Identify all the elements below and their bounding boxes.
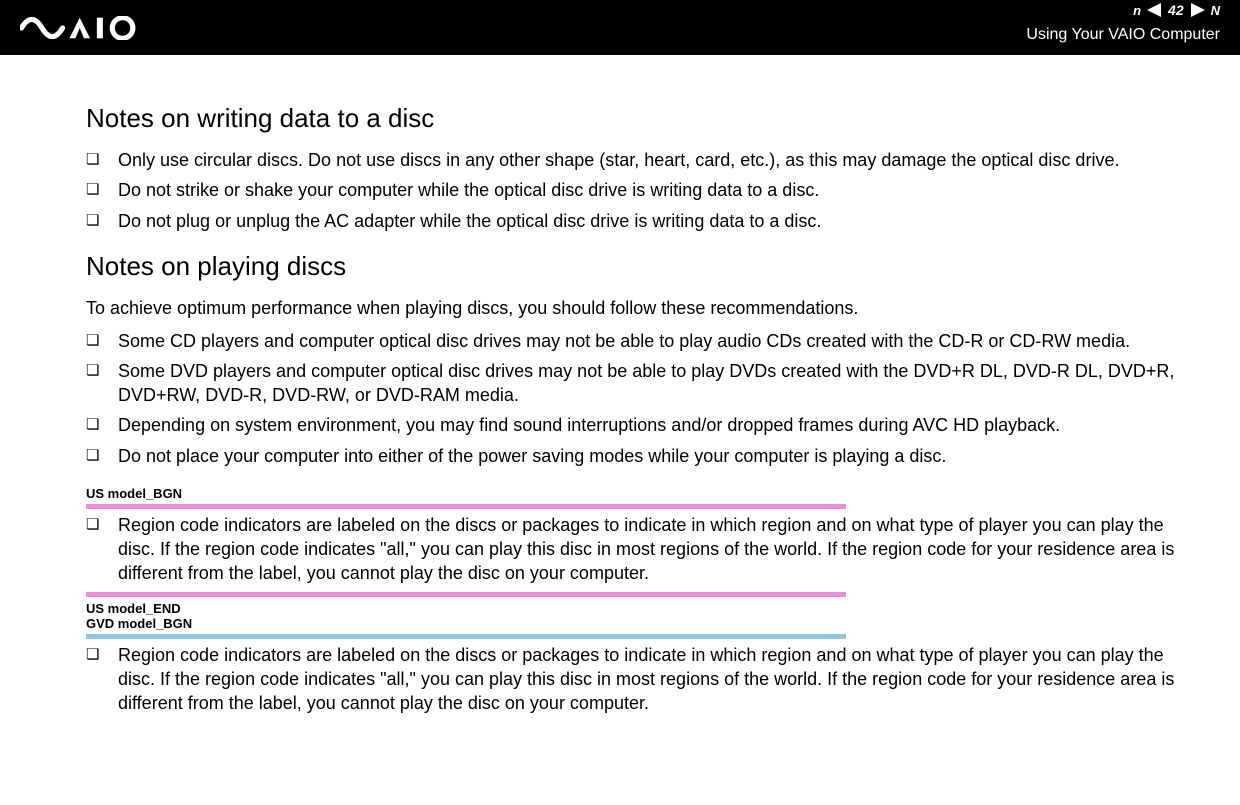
- page-content: Notes on writing data to a disc Only use…: [0, 55, 1240, 742]
- list-item: Only use circular discs. Do not use disc…: [86, 148, 1182, 172]
- nav-n-left: n: [1131, 3, 1143, 18]
- list-item: Do not place your computer into either o…: [86, 444, 1182, 468]
- header-title: Using Your VAIO Computer: [1026, 26, 1220, 44]
- us-model-end-label: US model_END: [86, 601, 1182, 617]
- gvd-region-list: Region code indicators are labeled on th…: [86, 643, 1182, 716]
- section1-list: Only use circular discs. Do not use disc…: [86, 148, 1182, 233]
- list-item: Some DVD players and computer optical di…: [86, 359, 1182, 408]
- list-item: Do not strike or shake your computer whi…: [86, 178, 1182, 202]
- list-item: Depending on system environment, you may…: [86, 413, 1182, 437]
- us-bar-top: [86, 504, 846, 509]
- gvd-model-bgn-label: GVD model_BGN: [86, 616, 1182, 632]
- gvd-bar-top: [86, 634, 846, 639]
- nav-n-right: N: [1209, 3, 1222, 18]
- nav-prev-icon[interactable]: [1147, 3, 1161, 17]
- section2-list: Some CD players and computer optical dis…: [86, 329, 1182, 468]
- list-item: Region code indicators are labeled on th…: [86, 513, 1182, 586]
- list-item: Do not plug or unplug the AC adapter whi…: [86, 209, 1182, 233]
- page-navigation: n 42 N: [1131, 2, 1222, 18]
- section1-heading: Notes on writing data to a disc: [86, 103, 1182, 134]
- list-item: Some CD players and computer optical dis…: [86, 329, 1182, 353]
- list-item: Region code indicators are labeled on th…: [86, 643, 1182, 716]
- page-header: n 42 N Using Your VAIO Computer: [0, 0, 1240, 55]
- page-number: 42: [1165, 2, 1187, 18]
- vaio-logo: [20, 16, 160, 40]
- us-model-bgn-label: US model_BGN: [86, 486, 1182, 502]
- section2-heading: Notes on playing discs: [86, 251, 1182, 282]
- section2-intro: To achieve optimum performance when play…: [86, 296, 1182, 320]
- us-region-list: Region code indicators are labeled on th…: [86, 513, 1182, 586]
- us-bar-bottom: [86, 592, 846, 597]
- nav-next-icon[interactable]: [1191, 3, 1205, 17]
